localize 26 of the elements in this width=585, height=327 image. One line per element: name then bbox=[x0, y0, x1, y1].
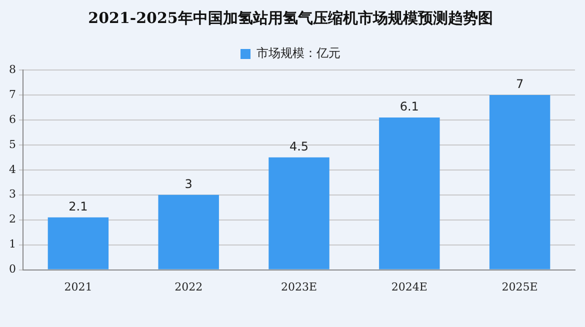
bar bbox=[489, 94, 550, 270]
chart-title: 2021-2025年中国加氢站用氢气压缩机市场规模预测趋势图 bbox=[88, 8, 493, 27]
x-tick-label: 2023E bbox=[280, 280, 318, 294]
legend-label: 市场规模：亿元 bbox=[256, 46, 340, 60]
y-tick-label: 3 bbox=[9, 188, 16, 201]
data-label: 3 bbox=[184, 177, 192, 191]
y-tick-label: 5 bbox=[9, 138, 16, 151]
bar bbox=[48, 217, 109, 270]
data-label: 6.1 bbox=[400, 100, 419, 114]
y-tick-label: 7 bbox=[9, 88, 16, 101]
y-tick-label: 8 bbox=[9, 62, 16, 76]
y-tick-label: 1 bbox=[9, 238, 16, 251]
bar bbox=[268, 157, 330, 270]
y-tick-label: 4 bbox=[9, 162, 16, 176]
y-tick-label: 0 bbox=[9, 262, 16, 276]
data-label: 4.5 bbox=[289, 140, 309, 154]
x-tick-label: 2022 bbox=[174, 280, 203, 294]
x-tick-label: 2025E bbox=[502, 280, 538, 294]
y-tick-label: 6 bbox=[9, 112, 16, 126]
data-label: 7 bbox=[516, 77, 524, 92]
x-tick-label: 2024E bbox=[391, 280, 428, 294]
data-label: 2.1 bbox=[68, 199, 88, 214]
bar bbox=[158, 194, 219, 270]
y-tick-label: 2 bbox=[9, 212, 16, 226]
bar bbox=[379, 117, 440, 270]
x-tick-label: 2021 bbox=[64, 280, 92, 294]
